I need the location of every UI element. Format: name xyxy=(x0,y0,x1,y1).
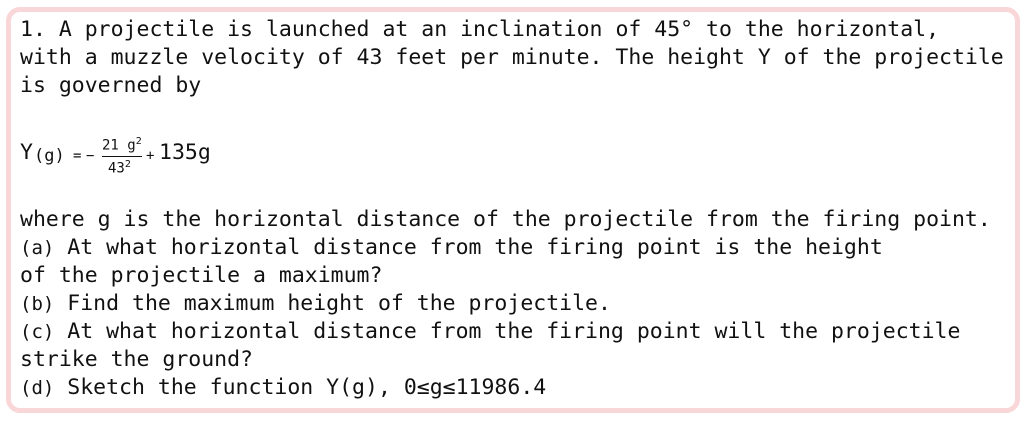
part-line: (c) At what horizontal distance from the… xyxy=(20,318,960,346)
part-label: (b) xyxy=(20,293,55,315)
part-text: At what horizontal distance from the fir… xyxy=(67,319,961,344)
eq-plus: + xyxy=(146,148,155,164)
part-text: At what horizontal distance from the fir… xyxy=(67,235,883,260)
part-label: (a) xyxy=(20,237,55,259)
intro-line: is governed by xyxy=(20,73,202,98)
part-text: Find the maximum height of the projectil… xyxy=(67,291,611,316)
eq-denominator: 43 xyxy=(108,160,125,177)
part-line: (b) Find the maximum height of the proje… xyxy=(20,290,611,318)
eq-term: 135g xyxy=(159,140,211,165)
part-label: (c) xyxy=(20,321,55,343)
part-text: of the projectile a maximum? xyxy=(20,263,383,288)
fraction-bar xyxy=(102,156,142,157)
eq-minus: − xyxy=(86,148,95,164)
eq-arg: (g) xyxy=(34,146,65,166)
part-label: (d) xyxy=(20,377,55,399)
problem-number: 1. xyxy=(20,17,46,42)
part-text: Sketch the function Y(g), 0≤g≤11986.4 xyxy=(67,375,547,400)
intro-line: with a muzzle velocity of 43 feet per mi… xyxy=(20,45,1004,70)
eq-exponent: 2 xyxy=(124,159,131,170)
line: 1. A projectile is launched at an inclin… xyxy=(20,16,939,44)
part-line: (a) At what horizontal distance from the… xyxy=(20,234,883,262)
eq-lhs: Y xyxy=(20,140,33,165)
eq-numerator: 21 g xyxy=(102,137,136,154)
eq-exponent: 2 xyxy=(135,136,142,147)
eq-sign: = xyxy=(73,148,82,164)
part-text: strike the ground? xyxy=(20,347,253,372)
part-line: of the projectile a maximum? xyxy=(20,262,382,290)
part-line: strike the ground? xyxy=(20,346,253,374)
body-line: where g is the horizontal distance of th… xyxy=(20,207,991,232)
part-line: (d) Sketch the function Y(g), 0≤g≤11986.… xyxy=(20,374,546,402)
intro-line: A projectile is launched at an inclinati… xyxy=(58,17,940,42)
frame xyxy=(6,7,1020,413)
